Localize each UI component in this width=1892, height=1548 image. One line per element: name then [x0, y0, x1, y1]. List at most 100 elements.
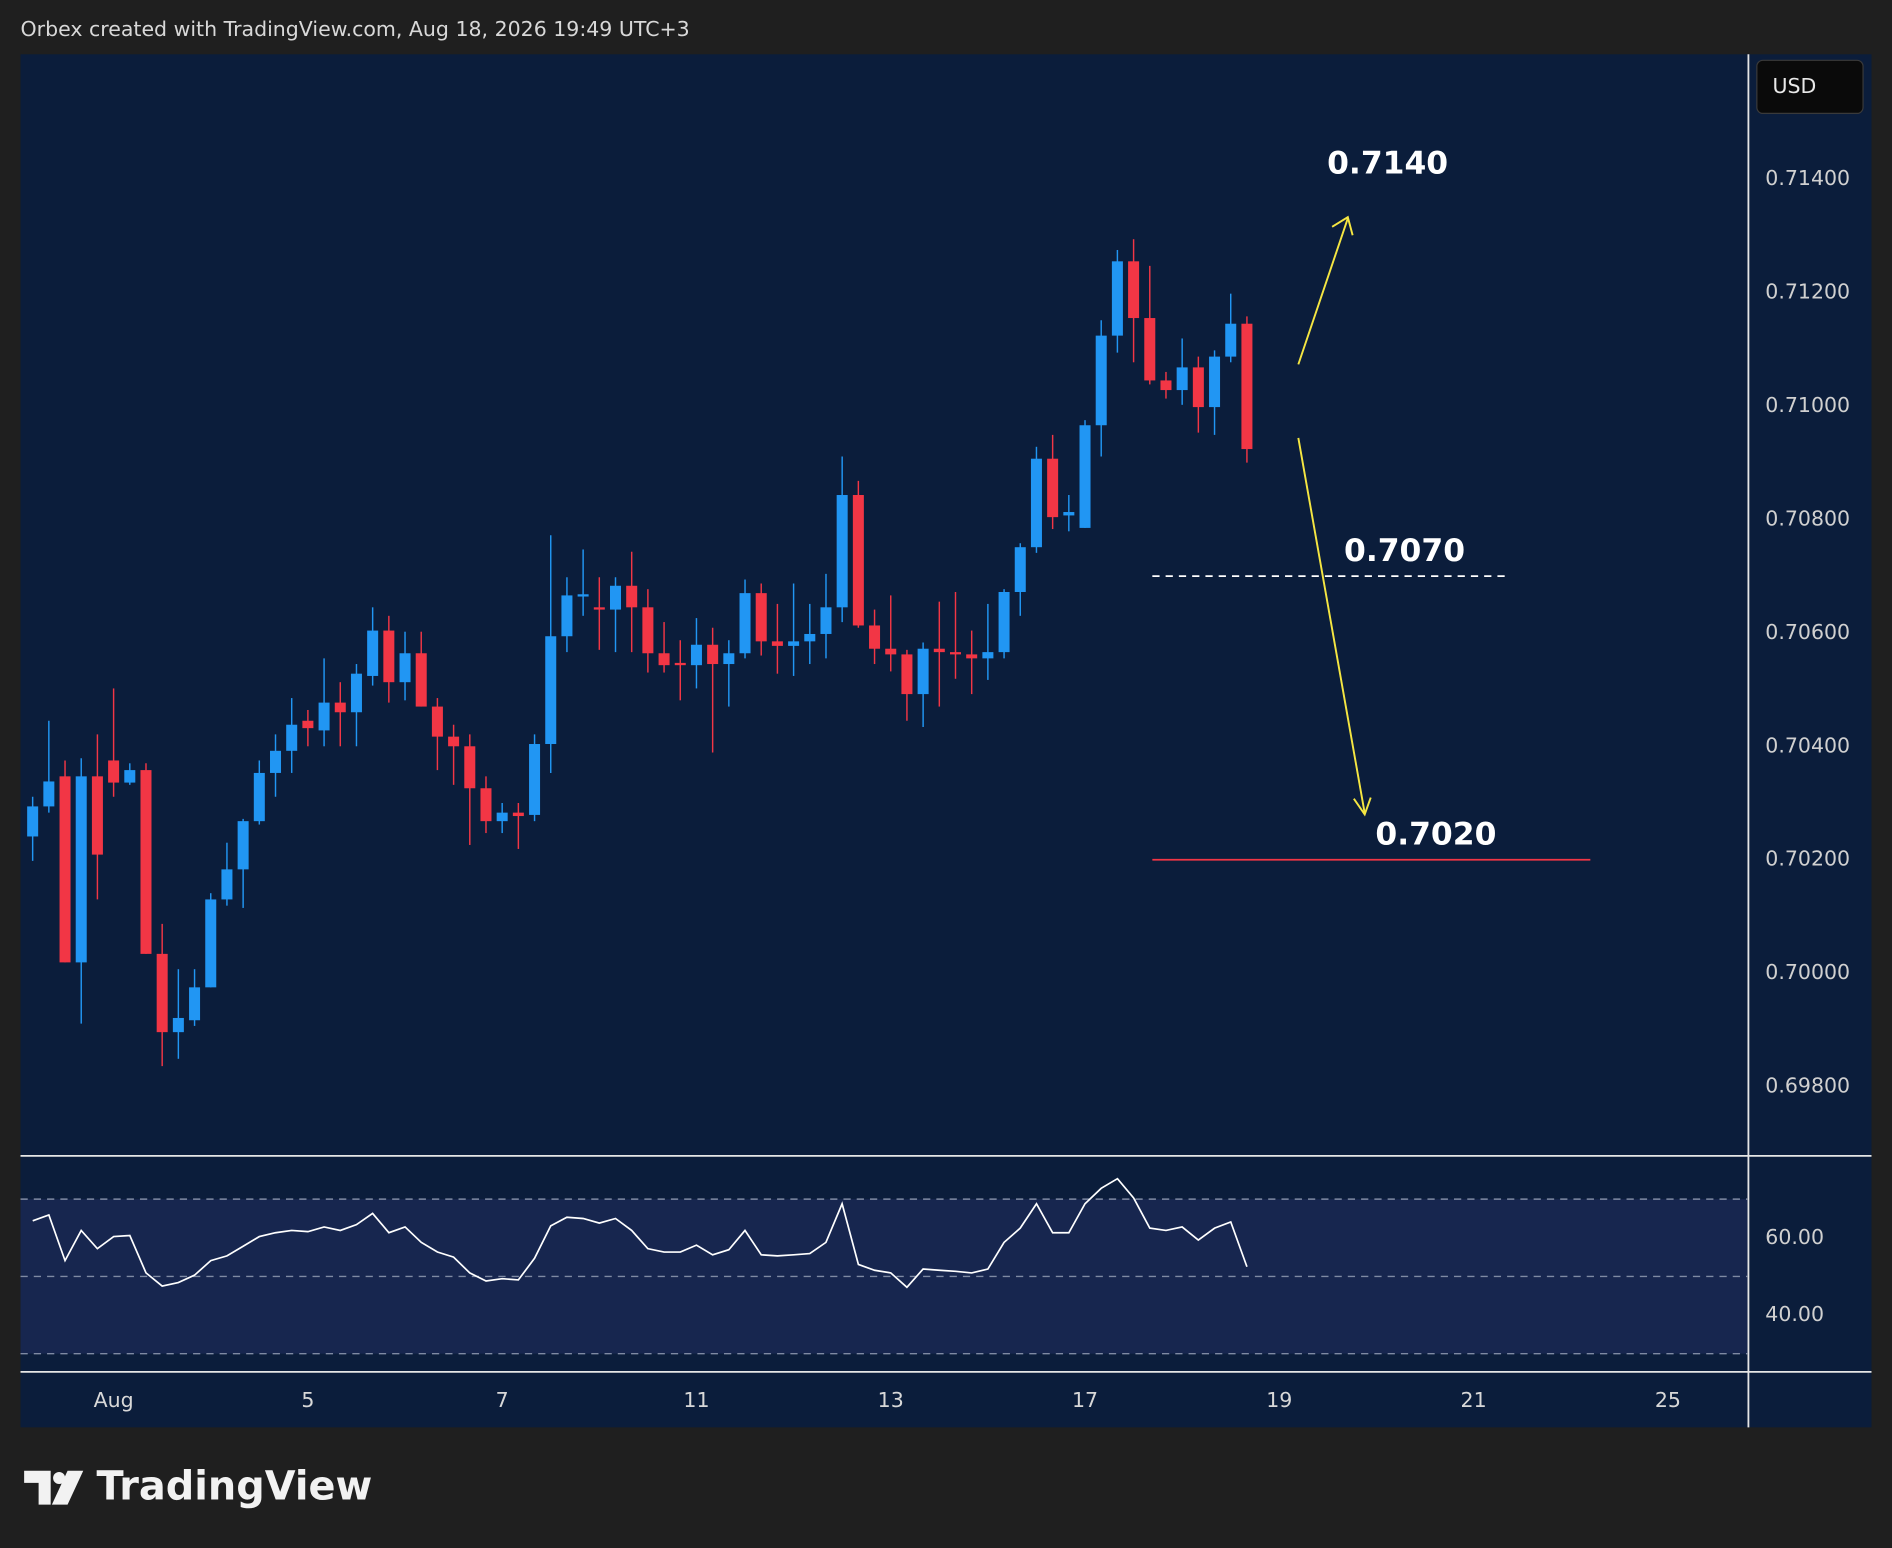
x-tick-label: 21 [1461, 1388, 1487, 1412]
candle-body [885, 648, 897, 655]
candle-body [302, 720, 314, 729]
y-tick-label: 0.69800 [1765, 1074, 1850, 1098]
logo-dot [53, 1471, 66, 1485]
candle-body [690, 644, 702, 666]
candle-body [415, 653, 427, 707]
y-tick-label: 0.71000 [1765, 393, 1850, 417]
y-tick-label: 0.70800 [1765, 506, 1850, 530]
candle-body [318, 702, 330, 731]
x-tick-label: 19 [1266, 1388, 1292, 1412]
candle-body [189, 987, 201, 1021]
candle-body [739, 593, 751, 654]
rsi-line [32, 1177, 1248, 1289]
candle-body [1030, 458, 1042, 548]
candle-body [367, 630, 379, 676]
candle-body [221, 869, 233, 900]
logo-v [51, 1470, 84, 1505]
currency-box[interactable] [1756, 59, 1864, 115]
x-tick-label: 11 [683, 1388, 709, 1412]
candle-body [286, 724, 298, 751]
candle-body [658, 653, 670, 666]
candle-body [1160, 380, 1172, 391]
y-tick-label: 0.70200 [1765, 847, 1850, 871]
candle-body [399, 653, 411, 683]
candle-body [205, 899, 217, 988]
candle-body [75, 776, 87, 963]
candle-body [383, 630, 395, 683]
candle-body [496, 812, 508, 822]
candle-body [27, 806, 39, 837]
x-tick-label: 25 [1655, 1388, 1681, 1412]
candle-body [108, 760, 120, 783]
y-tick-label: 0.70400 [1765, 733, 1850, 757]
brand-logo [24, 1470, 84, 1505]
candle-body [59, 776, 71, 963]
y-tick-label: 0.71400 [1765, 166, 1850, 190]
candle-body [334, 702, 346, 713]
down-arrow [1297, 437, 1366, 814]
candle-body [642, 607, 654, 654]
candle-body [1144, 318, 1156, 381]
header: Orbex created with TradingView.com, Aug … [21, 17, 690, 41]
candle-body [949, 652, 962, 655]
target-label: 0.7140 [1327, 146, 1448, 182]
candle-body [707, 644, 719, 665]
candle-body [529, 744, 541, 815]
candle-body [140, 770, 152, 954]
candle-body [869, 625, 881, 649]
candle-body [1111, 261, 1123, 336]
candle-body [626, 585, 638, 608]
candle-body [124, 770, 136, 783]
candle-body [1047, 458, 1059, 518]
candle-body [998, 592, 1010, 653]
candle-body [966, 654, 978, 659]
candle-body [512, 812, 524, 817]
candle-body [1014, 547, 1026, 593]
candle-body [593, 607, 605, 610]
candle-body [1079, 425, 1091, 528]
y-tick-label: 0.71200 [1765, 280, 1850, 304]
candle-body [545, 636, 557, 745]
candle-body [804, 633, 816, 642]
up-arrow-head [1331, 215, 1354, 236]
candle-body [755, 593, 767, 642]
candle-body [674, 662, 686, 666]
brand: TradingView [97, 1463, 373, 1509]
x-tick-label: 13 [878, 1388, 904, 1412]
candle-body [431, 706, 443, 737]
candle-body [237, 821, 249, 870]
x-tick-label: 5 [301, 1388, 314, 1412]
candle-body [1225, 323, 1237, 357]
candle-body [1209, 356, 1221, 408]
candle-body [933, 648, 945, 653]
candle-body [270, 750, 282, 773]
candle-body [43, 781, 55, 807]
candle-body [561, 595, 573, 637]
candle-body [1176, 367, 1188, 391]
candle-body [464, 746, 476, 789]
x-tick-label: 7 [496, 1388, 509, 1412]
currency[interactable]: USD [1773, 74, 1817, 98]
candle-body [1241, 323, 1253, 450]
candle-body [982, 652, 994, 659]
arrows [1297, 215, 1372, 817]
y-tick-label: 40.00 [1765, 1302, 1824, 1326]
down-arrow-head [1353, 797, 1372, 817]
logo-t [24, 1470, 51, 1505]
x-tick-label: Aug [94, 1388, 134, 1412]
up-arrow [1297, 218, 1349, 365]
candle-body [901, 654, 913, 695]
candle-body [771, 641, 783, 646]
candle-body [1095, 335, 1107, 426]
candle-body [917, 648, 929, 695]
candle-body [350, 673, 362, 713]
candle-body [836, 495, 848, 608]
candle-body [788, 641, 800, 646]
y-tick-label: 60.00 [1765, 1225, 1824, 1249]
candle-body [1063, 512, 1075, 516]
candle-body [820, 607, 832, 634]
candle-body [91, 776, 103, 855]
candle-body [480, 788, 492, 822]
